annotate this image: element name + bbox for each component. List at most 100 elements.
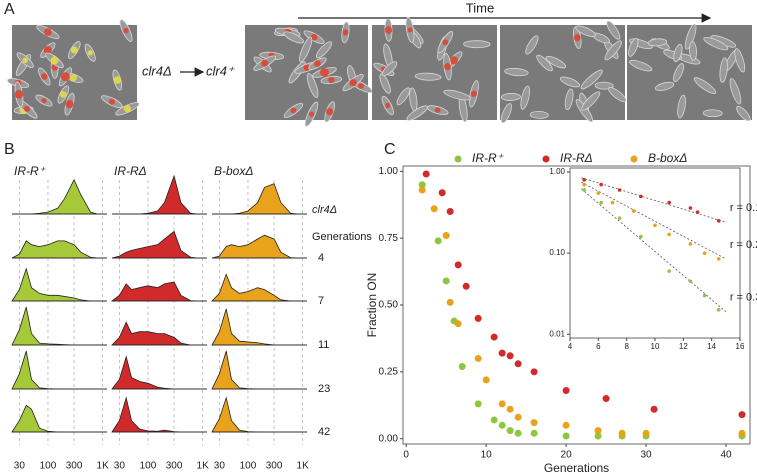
density	[111, 230, 207, 259]
cell	[283, 31, 304, 44]
fit-label: r = 0.36	[730, 292, 757, 304]
x-tick-label: 20	[561, 450, 573, 461]
point	[599, 200, 603, 205]
point	[530, 419, 538, 427]
cell	[608, 87, 627, 103]
x-tick-label: 12	[679, 342, 688, 351]
cell	[719, 57, 728, 83]
fluorescence	[470, 90, 477, 97]
density	[112, 174, 207, 215]
panel-label: A	[4, 1, 15, 18]
point	[530, 429, 538, 437]
point	[617, 216, 622, 220]
panel-label: B	[4, 141, 15, 158]
point	[702, 293, 707, 298]
x-axis-label: Generations	[544, 461, 609, 475]
legend-label: IR-R⁺	[472, 151, 505, 165]
row-label: 11	[318, 339, 329, 351]
fluorescence	[261, 59, 269, 67]
fluorescence	[70, 46, 78, 54]
point	[418, 186, 426, 194]
plot-frame	[569, 167, 741, 339]
density	[11, 306, 107, 346]
y-tick-label: 0.25	[379, 366, 399, 377]
density	[11, 240, 107, 259]
fluorescence	[44, 28, 52, 36]
cell	[529, 110, 549, 119]
fluorescence	[123, 27, 129, 34]
point	[506, 405, 514, 413]
point	[422, 170, 430, 178]
x-tick-label: 8	[624, 342, 629, 351]
cell	[606, 20, 621, 40]
fluorescence	[449, 56, 458, 65]
point	[667, 232, 671, 237]
cell	[604, 40, 622, 61]
point	[642, 429, 650, 437]
y-tick-label: 1.00	[379, 166, 399, 177]
cell	[500, 93, 521, 101]
point	[617, 188, 622, 192]
fluorescence	[349, 78, 357, 87]
point	[454, 261, 462, 269]
x-tick-label: 40	[720, 450, 732, 461]
point	[418, 181, 426, 189]
point	[618, 429, 626, 437]
fluorescence	[113, 76, 122, 84]
point	[454, 320, 462, 328]
point	[716, 219, 721, 223]
cell	[673, 63, 685, 83]
x-tick-label: 100	[40, 461, 57, 472]
column-title: B-boxΔ	[214, 164, 253, 178]
point	[631, 209, 636, 213]
fluorescence	[69, 74, 77, 82]
point	[506, 427, 514, 435]
cell	[306, 72, 319, 98]
fluorescence	[65, 100, 74, 109]
point	[458, 362, 466, 370]
row-label: 23	[318, 383, 330, 395]
y-tick-label: 0.01	[549, 329, 565, 338]
point	[562, 432, 570, 440]
point	[582, 188, 586, 192]
x-tick-label: 16	[736, 342, 745, 351]
row-label: clr4Δ	[312, 204, 337, 216]
column-title: IR-RΔ	[114, 164, 147, 178]
fluorescence	[43, 46, 52, 55]
legend-marker	[454, 155, 462, 163]
density	[11, 404, 107, 433]
x-tick-label: 10	[651, 342, 660, 351]
cell	[580, 69, 603, 90]
point	[650, 405, 658, 413]
point	[442, 277, 450, 285]
legend-marker	[630, 155, 638, 163]
point	[599, 182, 603, 187]
cell	[443, 89, 471, 101]
point	[596, 191, 601, 195]
panel-label: C	[384, 141, 396, 158]
point	[438, 189, 446, 197]
legend-marker	[542, 155, 550, 163]
fit-label: r = 0.13	[730, 202, 757, 214]
fluorescence	[308, 111, 315, 117]
density	[11, 267, 107, 302]
point	[482, 376, 490, 384]
x-tick-label: 30	[114, 461, 126, 472]
cell	[564, 88, 574, 110]
density	[111, 355, 207, 390]
cell	[414, 72, 442, 81]
cell	[734, 48, 746, 73]
fluorescence	[320, 67, 329, 77]
cell	[409, 87, 418, 112]
point	[716, 308, 721, 312]
row-label: 4	[318, 252, 324, 264]
x-tick-label: 6	[596, 342, 601, 351]
row-header: Generations	[312, 231, 372, 243]
density	[211, 234, 307, 259]
point	[602, 395, 610, 403]
cell	[299, 36, 313, 63]
fluorescence	[407, 27, 413, 33]
point	[667, 200, 671, 205]
y-tick-label: 1.00	[549, 167, 565, 176]
